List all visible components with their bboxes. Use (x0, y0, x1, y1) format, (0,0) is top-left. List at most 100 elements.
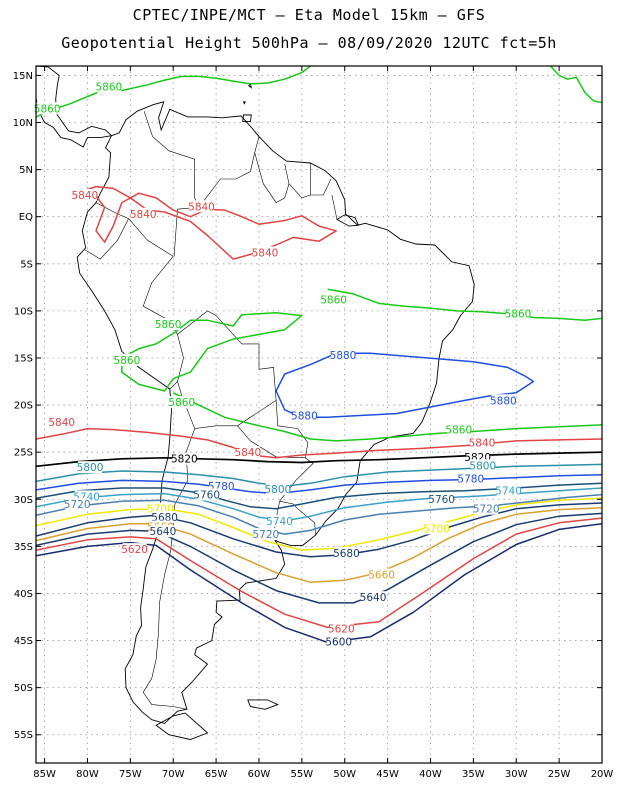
lat-label: 50S (14, 683, 33, 694)
lat-label: 40S (14, 589, 33, 600)
country-border (128, 218, 184, 390)
contour-label-bg (326, 635, 351, 648)
contour-label: 5860 (114, 355, 141, 367)
lon-label: 45W (376, 769, 399, 780)
contour-label: 5720 (252, 529, 279, 541)
coastline-caribbean-island (242, 101, 246, 105)
contour-label-bg (369, 568, 394, 581)
contour-5760 (36, 482, 602, 510)
contour-5840 (78, 185, 337, 260)
contour-label: 5720 (64, 499, 91, 511)
contour-label-bg (474, 502, 499, 515)
graticule (36, 66, 603, 763)
contour-label-bg (496, 484, 521, 497)
contour-label-bg (150, 525, 175, 538)
contour-label: 5760 (428, 494, 455, 506)
coastline-trinidad (242, 114, 252, 123)
lat-label: 30S (14, 495, 33, 506)
contour-label: 5860 (155, 319, 182, 331)
map-frame (35, 65, 603, 764)
contour-label-bg (235, 446, 260, 459)
contour-5740 (36, 487, 602, 522)
contour-label-bg (253, 528, 278, 541)
coastline-africa (601, 77, 602, 119)
country-border (288, 163, 311, 199)
country-border (143, 111, 200, 257)
height-contours (36, 66, 602, 644)
contour-5600 (36, 523, 602, 644)
contour-label: 5700 (423, 523, 450, 535)
contour-5620 (36, 517, 602, 629)
lat-label: 45S (14, 636, 33, 647)
coastline-tierra-del-fuego (155, 712, 209, 740)
contour-5660 (36, 506, 602, 583)
contour-5860 (327, 288, 602, 322)
map-title-line2: Geopotential Height 500hPa – 08/09/2020 … (61, 34, 557, 52)
contour-label: 5840 (130, 209, 157, 221)
lon-label: 20W (591, 769, 614, 780)
lat-label: 5S (20, 259, 33, 270)
contour-label-bg (194, 488, 219, 501)
contour-5860 (36, 66, 311, 118)
contour-label: 5880 (490, 395, 517, 407)
country-border (331, 194, 338, 220)
contour-label: 5880 (291, 410, 318, 422)
contour-label: 5860 (96, 82, 123, 94)
country-border (254, 152, 290, 203)
contour-label-bg (458, 472, 483, 485)
contour-5860 (121, 312, 303, 392)
coastline-central-america (36, 66, 113, 148)
contour-label: 5620 (121, 544, 148, 556)
lat-label: 35S (14, 542, 33, 553)
contour-label-bg (469, 436, 494, 449)
contour-label: 5840 (188, 201, 215, 213)
coastline-caribbean-island (197, 43, 211, 48)
axis-ticks: 15N 10N 5N EQ 5S 10S 15S 20S 25S 30S 35S 40S 45S 50S 5… (13, 66, 614, 780)
contour-label: 5840 (469, 438, 496, 450)
contour-label-bg (424, 522, 449, 535)
contour-label: 5680 (333, 548, 360, 560)
contour-label-bg (446, 423, 471, 436)
contour-label: 5860 (34, 103, 61, 115)
contour-label-bg (96, 80, 121, 93)
contour-5880 (275, 352, 535, 419)
contour-label-bg (72, 188, 97, 201)
contour-label: 5860 (445, 425, 472, 437)
contour-5680 (36, 502, 602, 558)
coastline-caribbean-island (248, 82, 253, 89)
contour-label: 5840 (48, 417, 75, 429)
contour-label-bg (267, 514, 292, 527)
country-border (237, 400, 309, 459)
contour-label: 5860 (168, 397, 195, 409)
coastline-caribbean-island (149, 29, 186, 47)
contour-label: 5840 (234, 447, 261, 459)
lon-label: 80W (76, 769, 99, 780)
lon-label: 50W (333, 769, 356, 780)
contour-label-bg (429, 493, 454, 506)
lon-label: 70W (162, 769, 185, 780)
contour-label: 5840 (72, 190, 99, 202)
contour-5780 (36, 474, 602, 495)
contour-label-bg (329, 622, 354, 635)
contour-label-bg (265, 482, 290, 495)
contour-label-bg (156, 318, 181, 331)
contour-label: 5780 (457, 473, 484, 485)
lat-label: 10N (13, 118, 33, 129)
contour-label: 5800 (77, 462, 104, 474)
contour-label-bg (505, 307, 530, 320)
lat-label: 5N (19, 165, 33, 176)
contour-label-bg (131, 207, 156, 220)
lon-label: 25W (548, 769, 571, 780)
country-border (310, 178, 332, 196)
contour-label-bg (152, 511, 177, 524)
lon-label: 55W (291, 769, 314, 780)
contour-5640 (36, 512, 602, 604)
lat-label: 10S (14, 306, 33, 317)
contour-5860 (172, 392, 602, 442)
lat-label: EQ (19, 212, 33, 223)
contour-label-bg (49, 415, 74, 428)
contour-label: 5800 (469, 460, 496, 472)
lat-label: 25S (14, 448, 33, 459)
map-title-line1: CPTEC/INPE/MCT – Eta Model 15km – GFS (132, 6, 486, 24)
